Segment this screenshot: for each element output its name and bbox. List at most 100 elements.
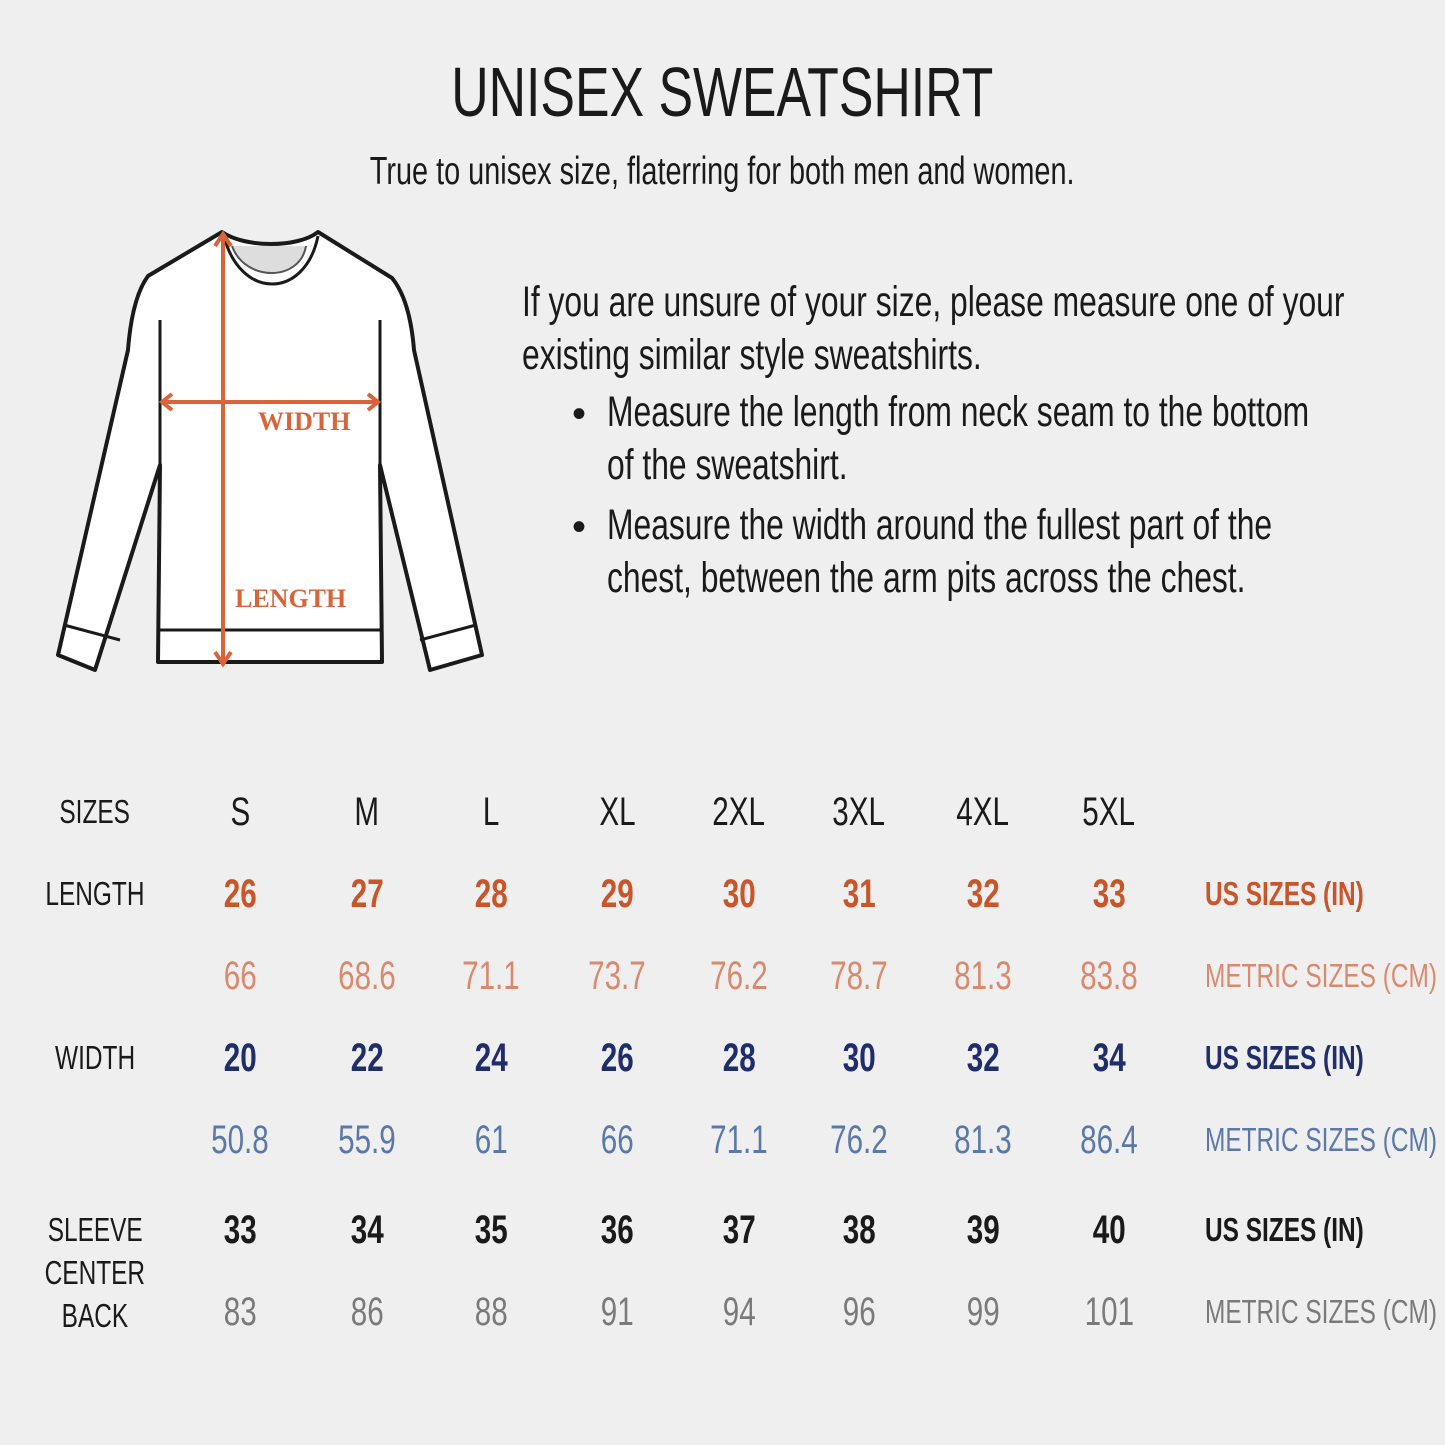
row-label-line-text: SLEEVE	[47, 1211, 143, 1248]
us-value-text: 22	[350, 1036, 384, 1080]
us-value: 22	[287, 1036, 447, 1080]
us-value-text: 20	[223, 1036, 257, 1080]
metric-value-text: 83	[223, 1290, 257, 1334]
us-value-text: 28	[722, 1036, 756, 1080]
bullet-icon: •	[572, 505, 587, 549]
metric-value: 68.6	[287, 954, 447, 998]
metric-value: 76.2	[779, 1118, 939, 1162]
width-label: WIDTH	[258, 407, 350, 436]
metric-value: 50.8	[160, 1118, 320, 1162]
us-value: 39	[903, 1208, 1063, 1252]
metric-value: 73.7	[537, 954, 697, 998]
us-value-text: 30	[722, 872, 756, 916]
us-unit-label-text: US SIZES (IN)	[1205, 1211, 1364, 1248]
metric-value: 55.9	[287, 1118, 447, 1162]
subtitle: True to unisex size, flaterring for both…	[0, 150, 1445, 194]
us-value: 28	[411, 872, 571, 916]
us-value-text: 35	[474, 1208, 508, 1252]
metric-value: 83	[160, 1290, 320, 1334]
size-header-S-text: S	[230, 790, 250, 834]
us-value-text: 38	[842, 1208, 876, 1252]
metric-value: 81.3	[903, 954, 1063, 998]
us-value: 29	[537, 872, 697, 916]
us-value: 26	[537, 1036, 697, 1080]
us-value-text: 40	[1092, 1208, 1126, 1252]
us-value-text: 33	[1092, 872, 1126, 916]
row-label-line: SLEEVE	[15, 1208, 175, 1252]
us-value: 34	[287, 1208, 447, 1252]
metric-value: 96	[779, 1290, 939, 1334]
measurement-arrows	[158, 230, 382, 668]
metric-value: 86.4	[1029, 1118, 1189, 1162]
metric-value-text: 55.9	[338, 1118, 396, 1162]
metric-value-text: 76.2	[710, 954, 768, 998]
us-value: 36	[537, 1208, 697, 1252]
metric-value-text: 61	[474, 1118, 508, 1162]
metric-value-text: 91	[600, 1290, 634, 1334]
us-value-text: 31	[842, 872, 876, 916]
us-value: 28	[659, 1036, 819, 1080]
size-header-XL: XL	[537, 790, 697, 834]
metric-value: 88	[411, 1290, 571, 1334]
row-label-line: BACK	[15, 1294, 175, 1338]
us-value: 32	[903, 1036, 1063, 1080]
metric-value-text: 94	[722, 1290, 756, 1334]
bullet-icon: •	[572, 392, 587, 436]
metric-value-text: 101	[1084, 1290, 1134, 1334]
metric-value: 76.2	[659, 954, 819, 998]
metric-unit-label: METRIC SIZES (CM)	[1205, 954, 1445, 998]
us-value: 31	[779, 872, 939, 916]
row-label-line-text: BACK	[61, 1297, 129, 1334]
metric-unit-label-text: METRIC SIZES (CM)	[1205, 1293, 1437, 1330]
metric-value: 99	[903, 1290, 1063, 1334]
us-value: 30	[779, 1036, 939, 1080]
us-value-text: 27	[350, 872, 384, 916]
us-value-text: 24	[474, 1036, 508, 1080]
intro-line: existing similar style sweatshirts.	[522, 331, 982, 379]
subtitle-text: True to unisex size, flaterring for both…	[370, 150, 1075, 193]
bullet-line: of the sweatshirt.	[607, 441, 848, 489]
size-header-XL-text: XL	[598, 790, 636, 834]
metric-value: 81.3	[903, 1118, 1063, 1162]
size-header-4XL-text: 4XL	[956, 790, 1010, 834]
metric-value-text: 81.3	[954, 1118, 1012, 1162]
us-value: 24	[411, 1036, 571, 1080]
us-value-text: 26	[223, 872, 257, 916]
metric-value: 78.7	[779, 954, 939, 998]
us-value-text: 34	[1092, 1036, 1126, 1080]
row-label-line-text: CENTER	[44, 1254, 146, 1291]
metric-value: 61	[411, 1118, 571, 1162]
size-header-3XL: 3XL	[779, 790, 939, 834]
metric-value: 66	[537, 1118, 697, 1162]
us-value: 26	[160, 872, 320, 916]
us-value-text: 28	[474, 872, 508, 916]
bullet-line: chest, between the arm pits across the c…	[607, 554, 1246, 602]
row-label-text: WIDTH	[54, 1039, 136, 1076]
us-value: 20	[160, 1036, 320, 1080]
length-label: LENGTH	[235, 584, 346, 613]
metric-value: 86	[287, 1290, 447, 1334]
metric-value-text: 68.6	[338, 954, 396, 998]
metric-value-text: 50.8	[211, 1118, 269, 1162]
metric-value-text: 83.8	[1080, 954, 1138, 998]
us-value-text: 33	[223, 1208, 257, 1252]
us-value: 34	[1029, 1036, 1189, 1080]
us-unit-label: US SIZES (IN)	[1205, 872, 1420, 916]
us-value: 35	[411, 1208, 571, 1252]
metric-value-text: 99	[966, 1290, 1000, 1334]
metric-unit-label-text: METRIC SIZES (CM)	[1205, 957, 1437, 994]
us-unit-label-text: US SIZES (IN)	[1205, 875, 1364, 912]
sizes-header: SIZES	[15, 790, 175, 834]
us-unit-label: US SIZES (IN)	[1205, 1208, 1420, 1252]
metric-value-text: 71.1	[710, 1118, 768, 1162]
us-value: 33	[1029, 872, 1189, 916]
size-header-5XL-text: 5XL	[1082, 790, 1136, 834]
sweatshirt-diagram-icon: WIDTH LENGTH	[56, 230, 484, 672]
us-unit-label-text: US SIZES (IN)	[1205, 1039, 1364, 1076]
size-header-L: L	[411, 790, 571, 834]
size-header-2XL-text: 2XL	[712, 790, 766, 834]
us-value: 33	[160, 1208, 320, 1252]
us-value: 32	[903, 872, 1063, 916]
metric-value-text: 88	[474, 1290, 508, 1334]
metric-value-text: 71.1	[462, 954, 520, 998]
